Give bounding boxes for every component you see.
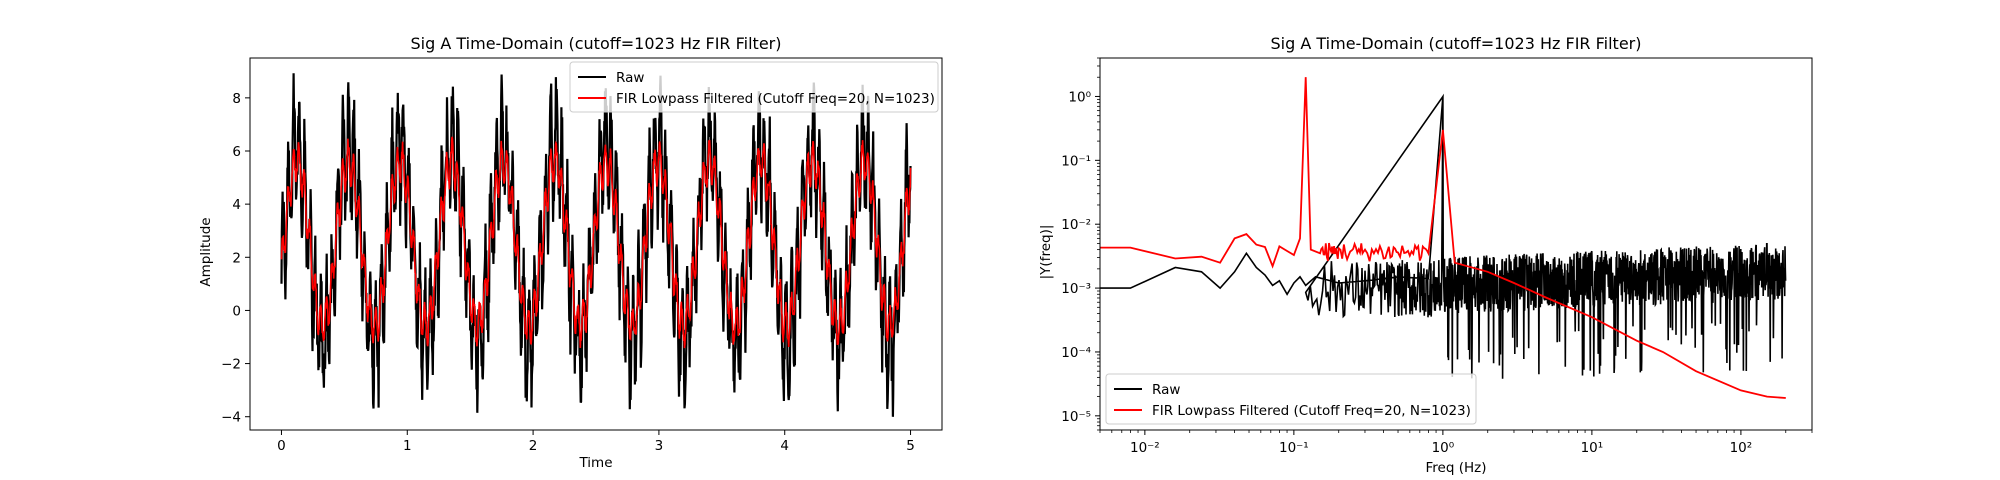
x-tick-label: 2 [529,438,538,454]
y-tick-label: 10⁻¹ [1061,153,1091,169]
plot-area: 10⁻² 10⁻¹ 10⁰ 10¹ 10² 10⁻⁵ 10⁻⁴ 10⁻³ 10⁻² 10⁻¹ 10⁰ [1061,57,1813,456]
x-tick-label: 5 [906,438,915,454]
x-tick-label: 3 [655,438,664,454]
legend-box [569,61,939,113]
y-tick-label: 8 [232,91,241,107]
legend-label: FIR Lowpass Filtered (Cutoff Freq=20, N=… [1152,403,1471,419]
y-tick-label: −4 [221,410,241,426]
chart-title: Sig A Time-Domain (cutoff=1023 Hz FIR Fi… [1271,34,1642,53]
x-tick-label: 10² [1730,440,1753,456]
x-tick-label: 0 [277,438,286,454]
y-axis-label: Amplitude [198,217,214,286]
filtered-series-line [280,136,912,349]
y-tick-label: 10⁻² [1061,217,1091,233]
plot-frame [249,57,943,431]
y-tick-label: 10⁰ [1068,89,1091,105]
legend-label: Raw [1152,382,1180,398]
x-axis-label: Time [578,455,612,471]
y-tick-label: 10⁻⁴ [1061,345,1091,361]
legend-label: FIR Lowpass Filtered (Cutoff Freq=20, N=… [616,91,935,107]
y-tick-label: 2 [232,250,241,266]
chart-title: Sig A Time-Domain (cutoff=1023 Hz FIR Fi… [411,34,782,53]
plot-frame [1099,57,1813,431]
x-tick-label: 10¹ [1581,440,1604,456]
legend: Raw FIR Lowpass Filtered (Cutoff Freq=20,… [1105,373,1477,425]
frequency-domain-chart: Sig A Time-Domain (cutoff=1023 Hz FIR Fi… [1038,34,1813,476]
legend-box [1105,373,1477,425]
plot-area: 0 1 2 3 4 5 −4 −2 0 2 4 6 8 [221,57,943,454]
y-tick-label: 6 [232,144,241,160]
x-tick-label: 10⁰ [1432,440,1455,456]
legend: Raw FIR Lowpass Filtered (Cutoff Freq=20,… [569,61,939,113]
x-tick-label: 10⁻² [1130,440,1160,456]
x-axis-label: Freq (Hz) [1426,460,1487,476]
filtered-series-line [1100,77,1786,399]
raw-series-line [1100,93,1787,379]
y-tick-label: −2 [221,357,241,373]
time-domain-chart: Sig A Time-Domain (cutoff=1023 Hz FIR Fi… [198,34,943,471]
x-tick-label: 10⁻¹ [1279,440,1309,456]
x-tick-label: 4 [780,438,789,454]
y-tick-label: 10⁻³ [1061,281,1091,297]
y-tick-label: 0 [232,303,241,319]
y-tick-label: 10⁻⁵ [1061,409,1091,425]
legend-label: Raw [616,70,644,86]
x-tick-label: 1 [403,438,412,454]
y-axis-label: |Y(freq)| [1038,225,1054,280]
y-tick-label: 4 [232,197,241,213]
